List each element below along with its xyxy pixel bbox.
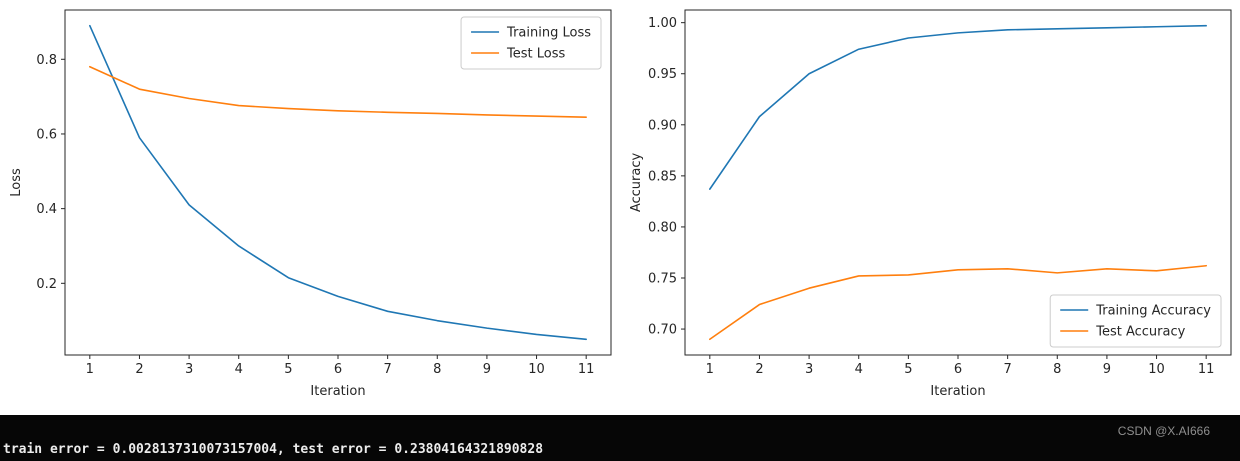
plot-border — [684, 9, 1232, 356]
plot-border — [64, 9, 612, 356]
x-tick-label: 7 — [1003, 362, 1011, 377]
legend: Training Loss Test Loss — [460, 16, 602, 70]
y-tick-label: 0.4 — [36, 202, 57, 217]
legend: Training Accuracy Test Accuracy — [1049, 294, 1222, 348]
x-axis-label: Iteration — [930, 384, 985, 399]
x-tick-label: 5 — [284, 362, 292, 377]
legend-label: Test Loss — [506, 47, 565, 62]
x-tick-label: 6 — [334, 362, 342, 377]
x-tick-label: 2 — [135, 362, 143, 377]
x-tick-label: 8 — [1053, 362, 1061, 377]
legend-label: Training Accuracy — [1095, 304, 1211, 319]
y-tick-label: 0.2 — [36, 277, 57, 292]
legend-label: Test Accuracy — [1095, 325, 1185, 340]
x-tick-label: 10 — [528, 362, 545, 377]
x-axis-label: Iteration — [310, 384, 365, 399]
accuracy-chart-svg: 1 2 3 4 5 6 7 8 9 10 11 0.70 0.75 0.80 0.85 0.90 0.95 1.0… — [629, 9, 1232, 399]
y-tick-label: 0.90 — [648, 118, 677, 133]
x-tick-label: 8 — [433, 362, 441, 377]
terminal-output-text: train error = 0.0028137310073157004, tes… — [3, 442, 544, 457]
loss-chart-svg: 1 2 3 4 5 6 7 8 9 10 11 0.2 0.4 0.6 0.8 Iteration Loss Tr… — [9, 9, 612, 399]
x-tick-label: 7 — [383, 362, 391, 377]
figure-canvas: 1 2 3 4 5 6 7 8 9 10 11 0.2 0.4 0.6 0.8 Iteration Loss Tr… — [0, 0, 1240, 415]
y-tick-label: 0.95 — [648, 67, 677, 82]
y-axis-label: Loss — [9, 168, 24, 197]
loss-chart: 1 2 3 4 5 6 7 8 9 10 11 0.2 0.4 0.6 0.8 Iteration Loss Tr… — [0, 0, 620, 415]
y-tick-label: 0.8 — [36, 53, 57, 68]
x-tick-label: 1 — [86, 362, 94, 377]
x-tick-label: 11 — [578, 362, 595, 377]
series-line-training-accuracy — [709, 24, 1207, 190]
y-axis-label: Accuracy — [629, 153, 644, 213]
x-tick-label: 5 — [904, 362, 912, 377]
accuracy-chart: 1 2 3 4 5 6 7 8 9 10 11 0.70 0.75 0.80 0.85 0.90 0.95 1.0… — [620, 0, 1240, 415]
y-tick-label: 0.6 — [36, 127, 57, 142]
x-tick-label: 10 — [1148, 362, 1165, 377]
legend-box — [460, 16, 602, 70]
x-tick-label: 3 — [185, 362, 193, 377]
y-tick-label: 0.85 — [648, 169, 677, 184]
y-tick-label: 0.75 — [648, 271, 677, 286]
x-tick-label: 1 — [706, 362, 714, 377]
x-tick-label: 4 — [855, 362, 863, 377]
y-tick-label: 0.80 — [648, 220, 677, 235]
legend-box — [1049, 294, 1222, 348]
legend-label: Training Loss — [506, 26, 591, 41]
x-tick-label: 3 — [805, 362, 813, 377]
terminal-output-bar: train error = 0.0028137310073157004, tes… — [0, 415, 1240, 461]
y-tick-label: 0.70 — [648, 323, 677, 338]
y-tick-label: 1.00 — [648, 16, 677, 31]
x-tick-label: 9 — [483, 362, 491, 377]
x-tick-label: 4 — [235, 362, 243, 377]
series-line-test-accuracy — [709, 264, 1207, 341]
x-tick-label: 2 — [755, 362, 763, 377]
x-tick-label: 11 — [1198, 362, 1215, 377]
x-tick-label: 6 — [954, 362, 962, 377]
csdn-watermark: CSDN @X.AI666 — [1117, 424, 1210, 438]
series-line-training-loss — [89, 24, 587, 341]
series-line-test-loss — [89, 65, 587, 118]
x-tick-label: 9 — [1103, 362, 1111, 377]
